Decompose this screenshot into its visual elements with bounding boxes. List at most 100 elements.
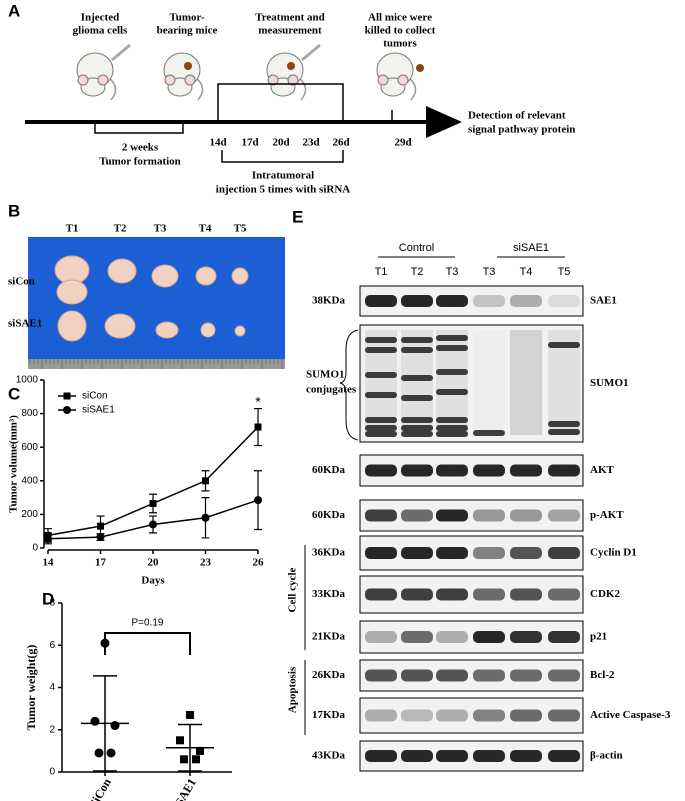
blot-panel xyxy=(359,740,584,772)
band xyxy=(548,631,580,643)
kda-label: 38KDa xyxy=(312,295,346,307)
y-tick-label: 0 xyxy=(49,767,55,778)
step-label: tumors xyxy=(383,38,417,50)
annotation: * xyxy=(255,393,261,409)
y-axis-title: Tumor weight(g) xyxy=(24,645,38,731)
band xyxy=(473,669,505,682)
band xyxy=(401,425,433,431)
conjugates-label: conjugates xyxy=(306,384,357,396)
band xyxy=(365,631,397,643)
bracket-label: Intratumoral xyxy=(252,170,314,182)
band xyxy=(401,709,433,722)
band xyxy=(436,389,468,395)
photo-ruler xyxy=(28,359,285,369)
day-label: 14d xyxy=(209,137,226,149)
x-tick-label: SiCon xyxy=(86,776,114,801)
band xyxy=(436,431,468,437)
photo-row: siSAE1 xyxy=(8,318,42,330)
tumor xyxy=(104,313,136,339)
day-label: 29d xyxy=(394,137,411,149)
photo-column: T5 xyxy=(234,223,247,235)
data-point xyxy=(254,423,262,431)
group-label: Control xyxy=(399,242,434,254)
y-tick-label: 1000 xyxy=(16,375,39,386)
data-point xyxy=(44,534,52,543)
band xyxy=(510,464,542,477)
band xyxy=(401,509,433,522)
group-label: siSAE1 xyxy=(513,242,549,254)
band xyxy=(510,588,542,601)
tumor-dot xyxy=(287,62,295,70)
data-point xyxy=(186,710,194,719)
tumor xyxy=(151,264,179,288)
band xyxy=(365,295,397,307)
band xyxy=(365,372,397,378)
x-tick-label: 26 xyxy=(253,557,265,569)
band xyxy=(473,750,505,762)
data-point xyxy=(94,748,104,758)
band xyxy=(436,750,468,762)
band xyxy=(436,631,468,643)
kda-label: 21KDa xyxy=(312,631,346,643)
band xyxy=(510,709,542,722)
kda-label: 60KDa xyxy=(312,509,346,521)
band xyxy=(436,709,468,722)
lane-label: T4 xyxy=(520,266,533,278)
y-tick-label: 8 xyxy=(49,598,55,609)
y-tick-label: 6 xyxy=(49,640,55,651)
panel-label: B xyxy=(8,201,20,220)
band xyxy=(401,337,433,343)
y-tick-label: 0 xyxy=(32,543,38,554)
blot-panel xyxy=(359,324,584,443)
y-axis-title: Tumor volume(mm³) xyxy=(8,415,20,513)
band xyxy=(548,429,580,435)
step-label: All mice were xyxy=(368,12,432,24)
tumor-dot xyxy=(416,64,424,72)
band xyxy=(365,509,397,522)
band xyxy=(436,335,468,341)
tumor xyxy=(56,279,88,305)
band xyxy=(436,425,468,431)
tumor-dot xyxy=(184,62,192,70)
blot-panel xyxy=(359,697,584,734)
band xyxy=(401,417,433,423)
sd-bar xyxy=(93,675,117,772)
x-tick-label: 20 xyxy=(148,557,160,569)
kda-label: 36KDa xyxy=(312,547,346,559)
protein-label: Active Caspase-3 xyxy=(590,709,671,721)
band xyxy=(473,547,505,559)
panel-label: C xyxy=(8,384,20,403)
x-tick-label: SiSAE1 xyxy=(167,776,199,801)
band xyxy=(510,547,542,559)
step-label: glioma cells xyxy=(73,25,128,37)
band xyxy=(548,669,580,682)
x-axis-title: Days xyxy=(141,575,165,587)
data-point xyxy=(90,716,100,726)
syringe xyxy=(111,43,131,62)
mouse-ear xyxy=(397,74,409,86)
band xyxy=(365,431,397,437)
band xyxy=(436,345,468,351)
band xyxy=(436,464,468,477)
band xyxy=(401,750,433,762)
protein-label: Cyclin D1 xyxy=(590,547,637,559)
lane-label: T5 xyxy=(558,266,571,278)
band xyxy=(548,509,580,522)
protein-label: Bcl-2 xyxy=(590,669,615,681)
mouse-ear xyxy=(267,74,279,86)
step-label: measurement xyxy=(258,25,322,37)
band xyxy=(548,421,580,427)
x-tick-label: 14 xyxy=(43,557,55,569)
band xyxy=(510,750,542,762)
band xyxy=(473,631,505,643)
legend-marker xyxy=(63,392,71,400)
mouse-ear xyxy=(184,74,196,86)
conjugates-label: SUMO1 xyxy=(306,369,345,381)
band xyxy=(401,375,433,381)
band xyxy=(436,369,468,375)
band xyxy=(510,295,542,307)
y-tick-label: 400 xyxy=(21,475,38,486)
step-label: killed to collect xyxy=(365,25,436,37)
mouse-ear xyxy=(77,74,89,86)
tumor xyxy=(155,321,179,339)
